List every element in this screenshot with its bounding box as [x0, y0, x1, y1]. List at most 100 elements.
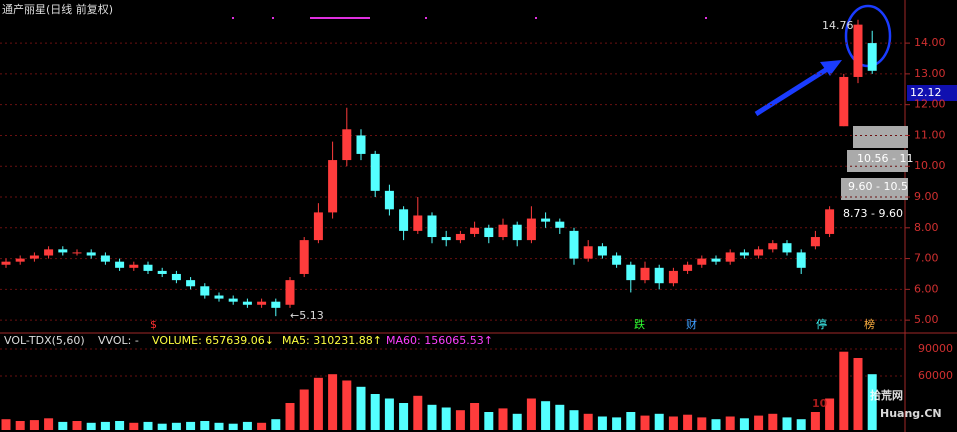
candle-body — [455, 233, 465, 241]
candle-body — [157, 270, 167, 274]
candle-body — [72, 252, 82, 254]
volume-bar — [44, 418, 54, 430]
volume-bar — [441, 407, 451, 430]
y-tick-label: 6.00 — [914, 282, 939, 295]
arrow-head — [820, 60, 842, 76]
dot — [535, 17, 537, 19]
indicator-label: VVOL: - — [98, 334, 139, 347]
candle-body — [186, 280, 196, 287]
candle-body — [640, 267, 650, 281]
volume-bar — [399, 403, 409, 430]
candle-body — [512, 224, 522, 241]
volume-bar — [782, 417, 792, 430]
candle-body — [115, 261, 125, 268]
volume-bar — [171, 422, 181, 430]
candle-body — [711, 258, 721, 262]
volume-bar — [257, 422, 267, 430]
volume-bar — [157, 423, 167, 430]
candle-body — [583, 246, 593, 259]
volume-bar — [867, 374, 877, 430]
candle-body — [29, 255, 39, 259]
candle-body — [100, 255, 110, 262]
candle-body — [342, 129, 352, 161]
candle-body — [839, 76, 849, 127]
candle-body — [498, 224, 508, 238]
candle-body — [484, 227, 494, 238]
volume-bar — [668, 416, 678, 430]
candle-body — [313, 212, 323, 241]
y-tick-label: 8.00 — [914, 221, 939, 234]
candle-body — [754, 249, 764, 256]
candle-body — [768, 243, 778, 250]
candle-body — [825, 209, 835, 234]
dot-run — [310, 17, 370, 19]
candle-body — [328, 160, 338, 213]
candle-body — [810, 237, 820, 247]
watermark: 10 — [812, 397, 828, 410]
volume-bar — [541, 401, 551, 430]
event-marker: $ — [150, 318, 157, 331]
candle-body — [384, 190, 394, 210]
volume-bar — [768, 413, 778, 430]
volume-bar — [328, 374, 338, 430]
candle-body — [15, 258, 25, 262]
indicator-label: VOLUME: 657639.06↓ — [152, 334, 274, 347]
chip-box — [853, 126, 908, 148]
chip-label: 8.73 - 9.60 — [843, 207, 903, 220]
candle-body — [668, 270, 678, 284]
candle-body — [597, 246, 607, 256]
volume-bar — [228, 423, 238, 430]
volume-bar — [825, 398, 835, 430]
volume-bar — [214, 422, 224, 430]
indicator-label: MA60: 156065.53↑ — [386, 334, 493, 347]
candle-body — [44, 249, 54, 256]
annotation: 14.76 — [822, 19, 854, 32]
volume-bar — [186, 421, 196, 430]
volume-bar — [810, 412, 820, 430]
volume-bar — [271, 419, 281, 430]
volume-title: VOL-TDX(5,60) — [4, 334, 85, 347]
event-marker: 跌 — [634, 317, 645, 331]
annotation: ←5.13 — [290, 309, 324, 322]
volume-bar — [313, 377, 323, 430]
candle-body — [257, 301, 267, 305]
volume-bar — [86, 422, 96, 430]
indicator-label: MA5: 310231.88↑ — [282, 334, 382, 347]
dot — [425, 17, 427, 19]
candle-body — [782, 243, 792, 253]
volume-bar — [711, 419, 721, 430]
volume-bar — [1, 419, 11, 430]
volume-bar — [370, 394, 380, 430]
candle-body — [228, 298, 238, 302]
candle-body — [356, 135, 366, 154]
candle-body — [796, 252, 806, 268]
candle-body — [541, 218, 551, 222]
volume-bar — [853, 358, 863, 430]
volume-bar — [100, 421, 110, 430]
candle-body — [683, 264, 693, 271]
volume-bar — [413, 395, 423, 430]
candle-body — [853, 24, 863, 77]
candle-body — [470, 227, 480, 234]
candle-body — [555, 221, 565, 228]
y-tick-label: 11.00 — [914, 128, 946, 141]
dot — [705, 17, 707, 19]
volume-bar — [484, 412, 494, 430]
candle-body — [285, 280, 295, 305]
candle-body — [739, 252, 749, 256]
candle-body — [143, 264, 153, 271]
volume-bar — [58, 421, 68, 430]
volume-bar — [583, 413, 593, 430]
volume-bar — [839, 351, 849, 430]
volume-bar — [285, 403, 295, 430]
candle-body — [86, 252, 96, 256]
volume-bar — [342, 380, 352, 430]
volume-bar — [796, 419, 806, 430]
candle-body — [58, 249, 68, 253]
candle-body — [413, 215, 423, 231]
volume-bar — [455, 410, 465, 430]
event-marker: 榜 — [864, 317, 875, 331]
signal-dots — [232, 17, 707, 19]
